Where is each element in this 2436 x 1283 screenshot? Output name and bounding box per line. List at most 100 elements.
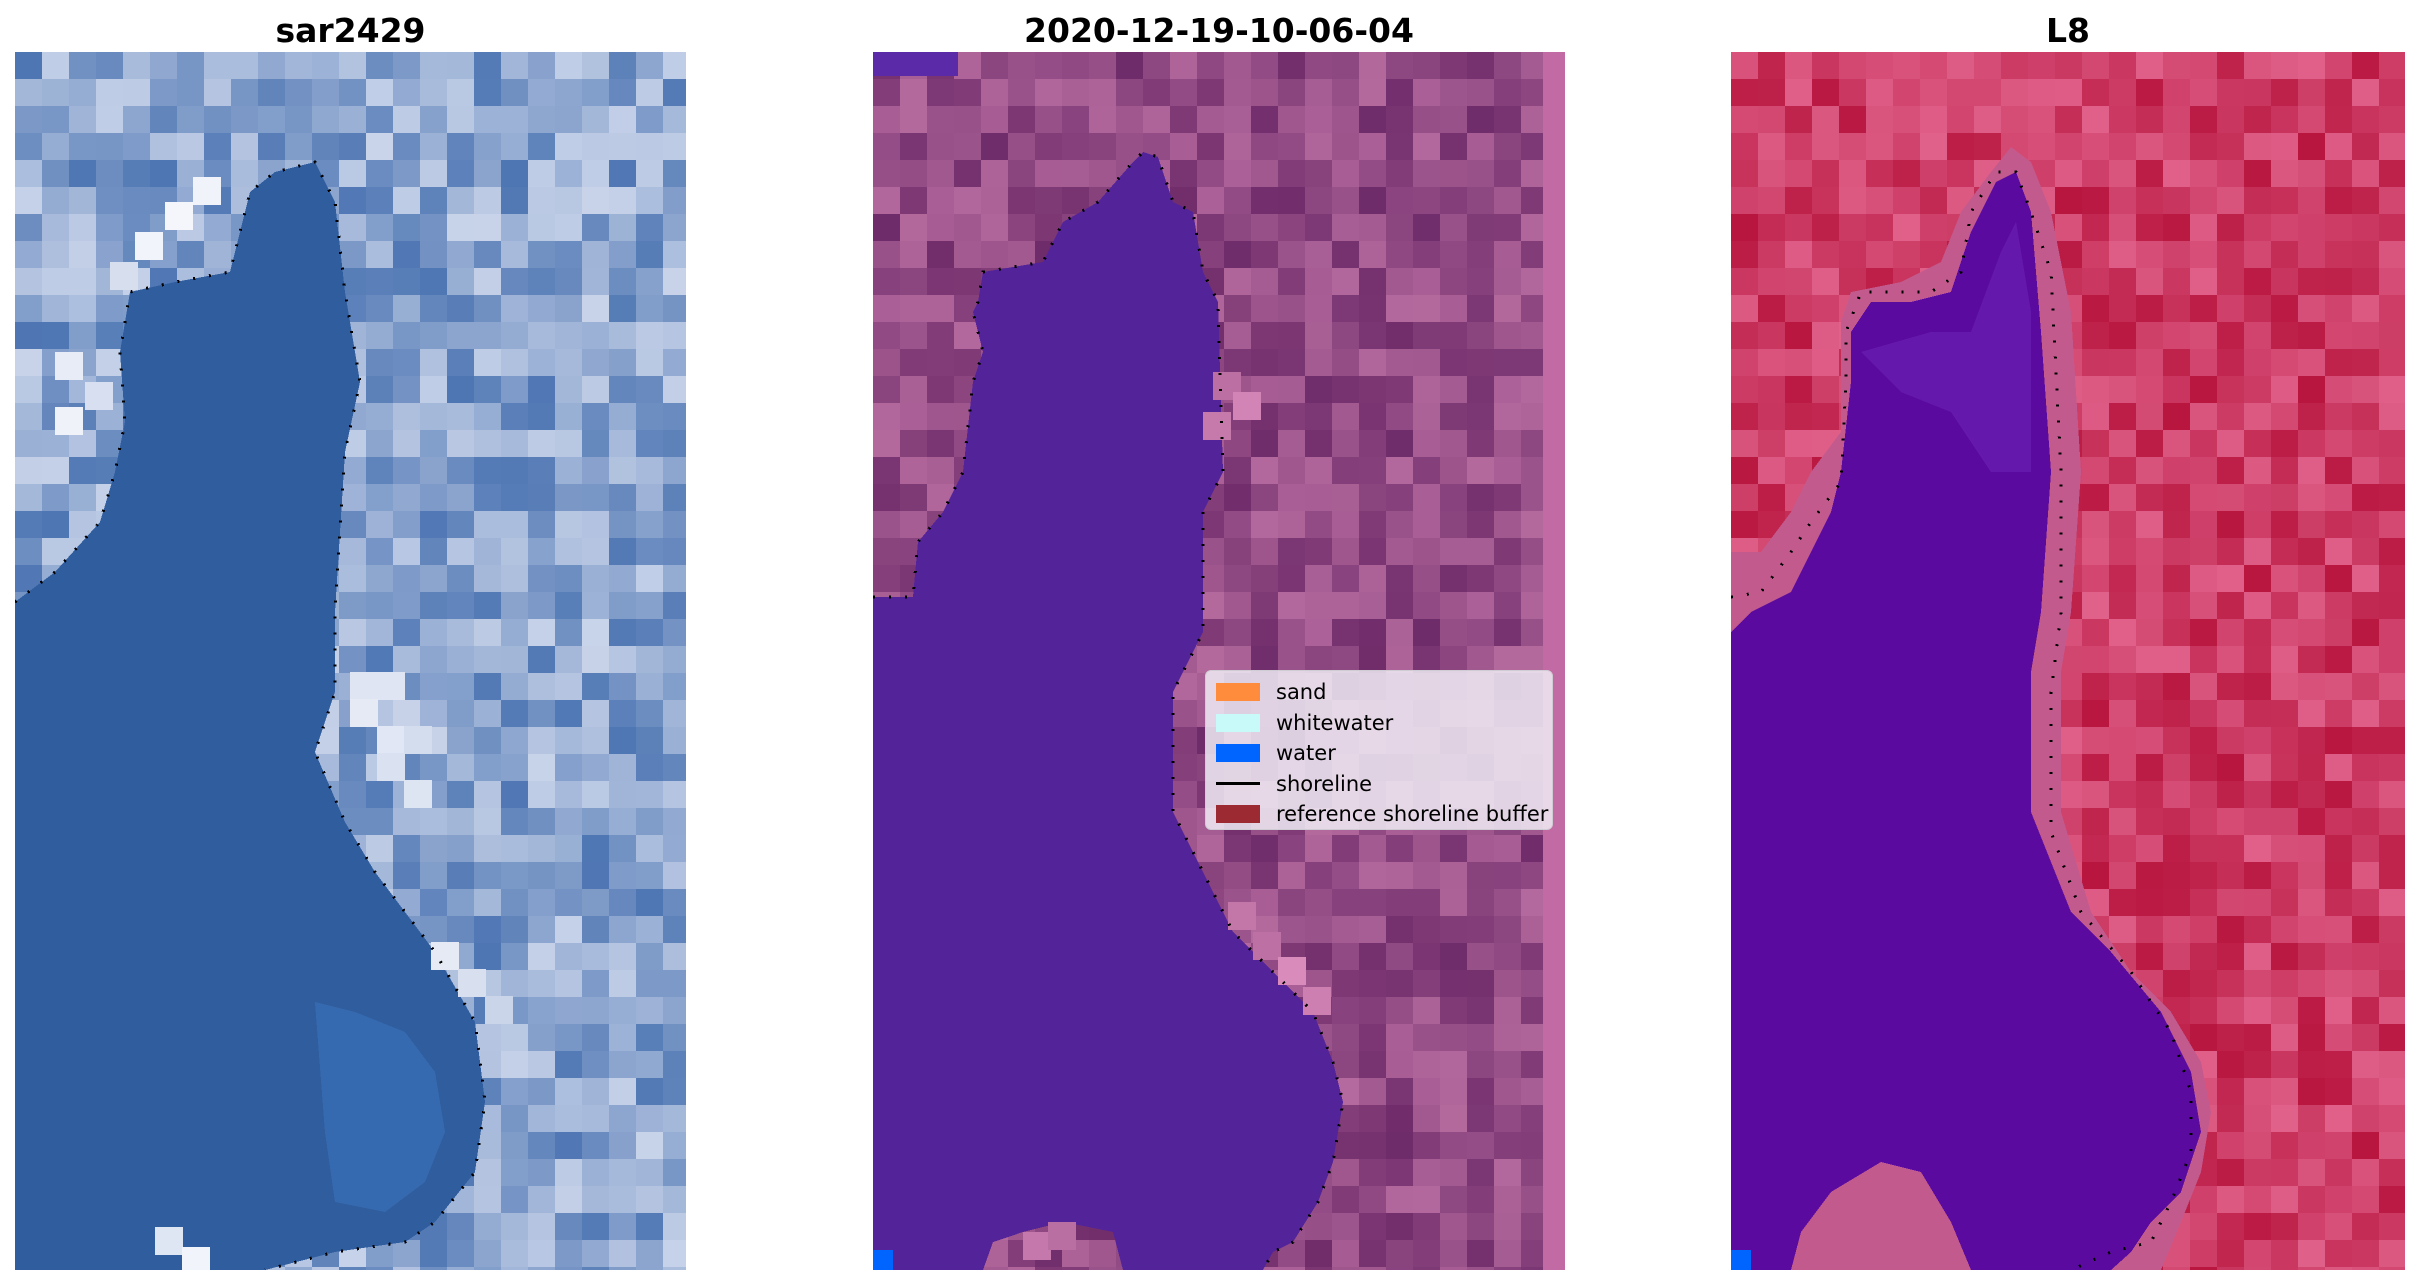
land-pixel (2190, 673, 2218, 701)
land-pixel (1413, 241, 1441, 269)
land-pixel (582, 430, 610, 458)
land-pixel (1332, 403, 1360, 431)
land-pixel (2190, 727, 2218, 755)
land-pixel (1386, 52, 1414, 80)
land-pixel (2136, 646, 2164, 674)
land-pixel (2190, 241, 2218, 269)
land-pixel (2136, 916, 2164, 944)
land-pixel (447, 862, 475, 890)
land-pixel (1440, 79, 1468, 107)
land-pixel (2352, 268, 2380, 296)
land-pixel (1413, 403, 1441, 431)
land-pixel (609, 79, 637, 107)
land-pixel (1359, 1213, 1387, 1241)
land-pixel (2298, 862, 2326, 890)
land-pixel (366, 214, 394, 242)
land-pixel (2352, 79, 2380, 107)
land-pixel (1812, 214, 1840, 242)
land-pixel (1731, 187, 1759, 215)
land-pixel (663, 1024, 686, 1052)
land-pixel (447, 268, 475, 296)
land-pixel (1332, 322, 1360, 350)
land-pixel (663, 52, 686, 80)
land-pixel (2325, 754, 2353, 782)
land-pixel (339, 646, 367, 674)
land-pixel (636, 187, 664, 215)
land-pixel (2217, 268, 2245, 296)
land-pixel (2190, 133, 2218, 161)
land-pixel (2163, 835, 2191, 863)
land-pixel (2217, 133, 2245, 161)
land-pixel (393, 133, 421, 161)
land-pixel (177, 241, 205, 269)
land-pixel (1494, 322, 1522, 350)
land-pixel (420, 376, 448, 404)
land-pixel (2352, 889, 2380, 917)
land-pixel (1785, 376, 1813, 404)
land-pixel (2325, 1159, 2353, 1187)
land-pixel (582, 835, 610, 863)
land-pixel (900, 511, 928, 539)
surf-pixel (377, 672, 405, 700)
land-pixel (204, 241, 232, 269)
land-pixel (1278, 511, 1306, 539)
land-pixel (663, 1051, 686, 1079)
land-pixel (1305, 160, 1333, 188)
land-pixel (555, 943, 583, 971)
land-pixel (231, 52, 259, 80)
land-pixel (1812, 106, 1840, 134)
land-pixel (501, 106, 529, 134)
land-pixel (2082, 484, 2110, 512)
land-pixel (2271, 52, 2299, 80)
land-pixel (555, 106, 583, 134)
land-pixel (636, 349, 664, 377)
land-pixel (555, 835, 583, 863)
land-pixel (2352, 1024, 2380, 1052)
land-pixel (636, 241, 664, 269)
land-pixel (285, 79, 313, 107)
land-pixel (555, 700, 583, 728)
land-pixel (609, 511, 637, 539)
land-pixel (2082, 160, 2110, 188)
land-pixel (2163, 106, 2191, 134)
land-pixel (69, 79, 97, 107)
land-pixel (2352, 970, 2380, 998)
land-pixel (1062, 79, 1090, 107)
land-pixel (1440, 1024, 1468, 1052)
land-pixel (204, 133, 232, 161)
land-pixel (285, 52, 313, 80)
land-pixel (501, 1024, 529, 1052)
land-pixel (2352, 214, 2380, 242)
land-pixel (69, 295, 97, 323)
land-pixel (1974, 79, 2002, 107)
land-pixel (1731, 511, 1759, 539)
land-pixel (2109, 808, 2137, 836)
land-pixel (447, 1213, 475, 1241)
land-pixel (2190, 1267, 2218, 1270)
land-pixel (582, 268, 610, 296)
land-pixel (447, 916, 475, 944)
land-pixel (555, 673, 583, 701)
land-pixel (981, 160, 1009, 188)
land-pixel (2244, 160, 2272, 188)
land-pixel (1035, 1267, 1063, 1270)
land-pixel (1332, 1267, 1360, 1270)
land-pixel (2325, 322, 2353, 350)
land-pixel (501, 1267, 529, 1270)
land-pixel (528, 781, 556, 809)
land-pixel (2298, 727, 2326, 755)
land-pixel (231, 106, 259, 134)
land-pixel (1812, 52, 1840, 80)
land-pixel (2352, 1132, 2380, 1160)
surf-pixel (431, 942, 459, 970)
land-pixel (873, 133, 901, 161)
land-pixel (1440, 322, 1468, 350)
land-pixel (393, 565, 421, 593)
land-pixel (1494, 943, 1522, 971)
land-pixel (2136, 241, 2164, 269)
land-pixel (1278, 862, 1306, 890)
land-pixel (2352, 1240, 2380, 1268)
land-pixel (2379, 484, 2405, 512)
land-pixel (582, 1213, 610, 1241)
land-pixel (501, 322, 529, 350)
